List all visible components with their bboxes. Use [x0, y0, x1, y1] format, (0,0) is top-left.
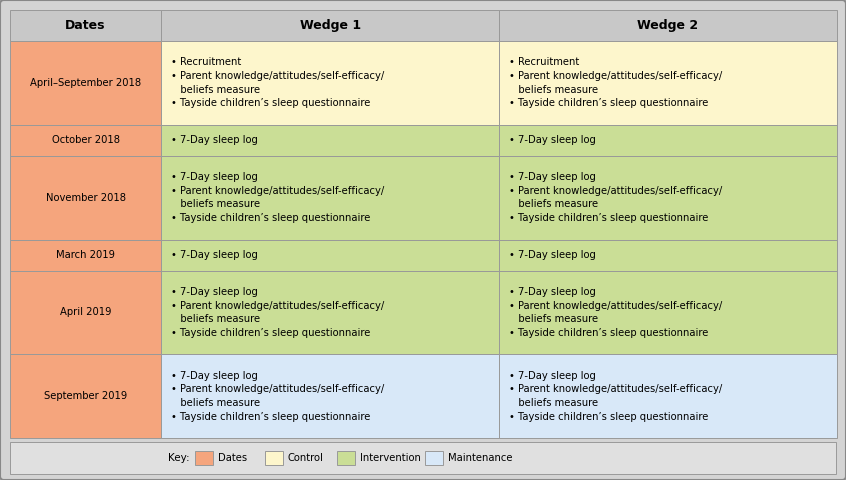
Text: Dates: Dates: [65, 19, 106, 32]
Bar: [161, 156, 499, 240]
Text: March 2019: March 2019: [56, 250, 115, 260]
Bar: [161, 125, 499, 156]
Text: Wedge 2: Wedge 2: [637, 19, 699, 32]
Bar: [161, 240, 499, 271]
Bar: [265, 451, 283, 465]
Text: Control: Control: [288, 453, 324, 463]
Bar: [10, 41, 161, 125]
Bar: [499, 10, 837, 41]
Text: November 2018: November 2018: [46, 192, 125, 203]
Bar: [499, 156, 837, 240]
Text: • 7-Day sleep log
• Parent knowledge/attitudes/self-efficacy/
   beliefs measure: • 7-Day sleep log • Parent knowledge/att…: [509, 287, 722, 338]
Text: • 7-Day sleep log: • 7-Day sleep log: [509, 250, 596, 260]
Bar: [499, 271, 837, 354]
Bar: [10, 125, 161, 156]
Bar: [499, 240, 837, 271]
Bar: [161, 41, 499, 125]
Bar: [10, 354, 161, 438]
Text: • 7-Day sleep log
• Parent knowledge/attitudes/self-efficacy/
   beliefs measure: • 7-Day sleep log • Parent knowledge/att…: [509, 371, 722, 421]
Text: • 7-Day sleep log
• Parent knowledge/attitudes/self-efficacy/
   beliefs measure: • 7-Day sleep log • Parent knowledge/att…: [171, 172, 384, 223]
Text: October 2018: October 2018: [52, 135, 119, 145]
Bar: [10, 10, 161, 41]
Text: • 7-Day sleep log: • 7-Day sleep log: [171, 135, 258, 145]
Text: • 7-Day sleep log
• Parent knowledge/attitudes/self-efficacy/
   beliefs measure: • 7-Day sleep log • Parent knowledge/att…: [509, 172, 722, 223]
Bar: [10, 240, 161, 271]
Bar: [10, 442, 836, 474]
Text: April–September 2018: April–September 2018: [30, 78, 141, 88]
Bar: [161, 354, 499, 438]
Bar: [337, 451, 355, 465]
Bar: [10, 271, 161, 354]
Text: Dates: Dates: [218, 453, 247, 463]
Bar: [499, 354, 837, 438]
Bar: [499, 125, 837, 156]
Bar: [161, 271, 499, 354]
Text: • 7-Day sleep log
• Parent knowledge/attitudes/self-efficacy/
   beliefs measure: • 7-Day sleep log • Parent knowledge/att…: [171, 371, 384, 421]
Bar: [195, 451, 213, 465]
Text: Wedge 1: Wedge 1: [299, 19, 360, 32]
Text: Key:: Key:: [168, 453, 190, 463]
Text: • 7-Day sleep log: • 7-Day sleep log: [171, 250, 258, 260]
Text: Maintenance: Maintenance: [448, 453, 513, 463]
Bar: [161, 10, 499, 41]
Bar: [425, 451, 443, 465]
Text: April 2019: April 2019: [60, 307, 112, 317]
Text: Intervention: Intervention: [360, 453, 420, 463]
Text: September 2019: September 2019: [44, 391, 127, 401]
Bar: [499, 41, 837, 125]
Bar: [10, 156, 161, 240]
Text: • 7-Day sleep log
• Parent knowledge/attitudes/self-efficacy/
   beliefs measure: • 7-Day sleep log • Parent knowledge/att…: [171, 287, 384, 338]
Text: • Recruitment
• Parent knowledge/attitudes/self-efficacy/
   beliefs measure
• T: • Recruitment • Parent knowledge/attitud…: [509, 58, 722, 108]
Text: • 7-Day sleep log: • 7-Day sleep log: [509, 135, 596, 145]
Text: • Recruitment
• Parent knowledge/attitudes/self-efficacy/
   beliefs measure
• T: • Recruitment • Parent knowledge/attitud…: [171, 58, 384, 108]
